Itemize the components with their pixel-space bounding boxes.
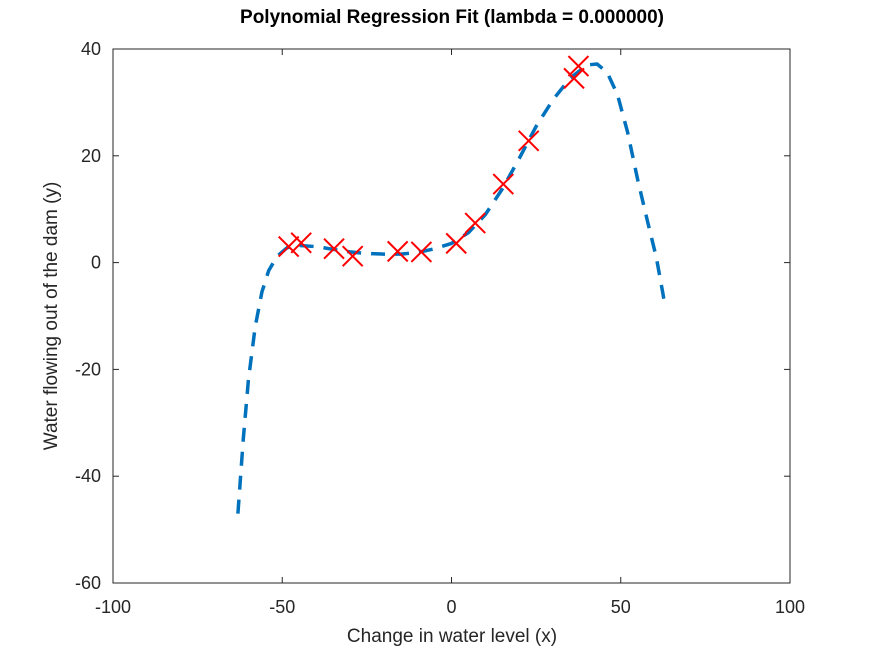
y-tick-label: 0 bbox=[91, 253, 101, 273]
x-tick-label: 100 bbox=[775, 597, 805, 617]
data-point-marker bbox=[410, 241, 433, 263]
data-point-marker bbox=[517, 130, 540, 152]
marker-stroke bbox=[277, 235, 300, 258]
data-point-marker bbox=[277, 235, 300, 258]
x-tick-label: -50 bbox=[269, 597, 295, 617]
fit-curve bbox=[236, 62, 667, 514]
fit-curve-group bbox=[236, 62, 667, 514]
y-tick-label: -60 bbox=[75, 573, 101, 593]
y-tick-label: -20 bbox=[75, 359, 101, 379]
ticks: -100 -50 0 50 100 -60 -40 -20 0 20 40 bbox=[75, 39, 805, 617]
x-tick-label: 0 bbox=[446, 597, 456, 617]
marker-stroke bbox=[290, 232, 312, 254]
data-points-group bbox=[277, 55, 590, 267]
marker-stroke bbox=[517, 130, 540, 152]
marker-stroke bbox=[492, 173, 514, 195]
x-axis-label: Change in water level (x) bbox=[347, 626, 557, 647]
marker-stroke bbox=[464, 212, 486, 234]
marker-stroke bbox=[386, 240, 409, 263]
y-tick-label: 40 bbox=[81, 39, 101, 59]
chart-title: Polynomial Regression Fit (lambda = 0.00… bbox=[240, 7, 664, 28]
marker-stroke bbox=[410, 241, 433, 263]
marker-stroke bbox=[341, 245, 364, 267]
data-point-marker bbox=[563, 67, 585, 90]
marker-stroke bbox=[563, 67, 585, 90]
data-point-marker bbox=[323, 238, 345, 260]
data-point-marker bbox=[567, 55, 590, 77]
marker-stroke bbox=[567, 55, 590, 77]
marker-stroke bbox=[323, 238, 345, 260]
x-tick-label: -100 bbox=[95, 597, 131, 617]
data-point-marker bbox=[386, 240, 409, 263]
x-tick-label: 50 bbox=[611, 597, 631, 617]
y-axis-label: Water flowing out of the dam (y) bbox=[41, 182, 62, 451]
data-point-marker bbox=[492, 173, 514, 195]
y-tick-label: 20 bbox=[81, 146, 101, 166]
data-point-marker bbox=[290, 232, 312, 254]
y-tick-label: -40 bbox=[75, 466, 101, 486]
marker-stroke bbox=[445, 232, 467, 255]
data-point-marker bbox=[464, 212, 486, 234]
data-point-marker bbox=[341, 245, 364, 267]
data-point-marker bbox=[445, 232, 467, 255]
